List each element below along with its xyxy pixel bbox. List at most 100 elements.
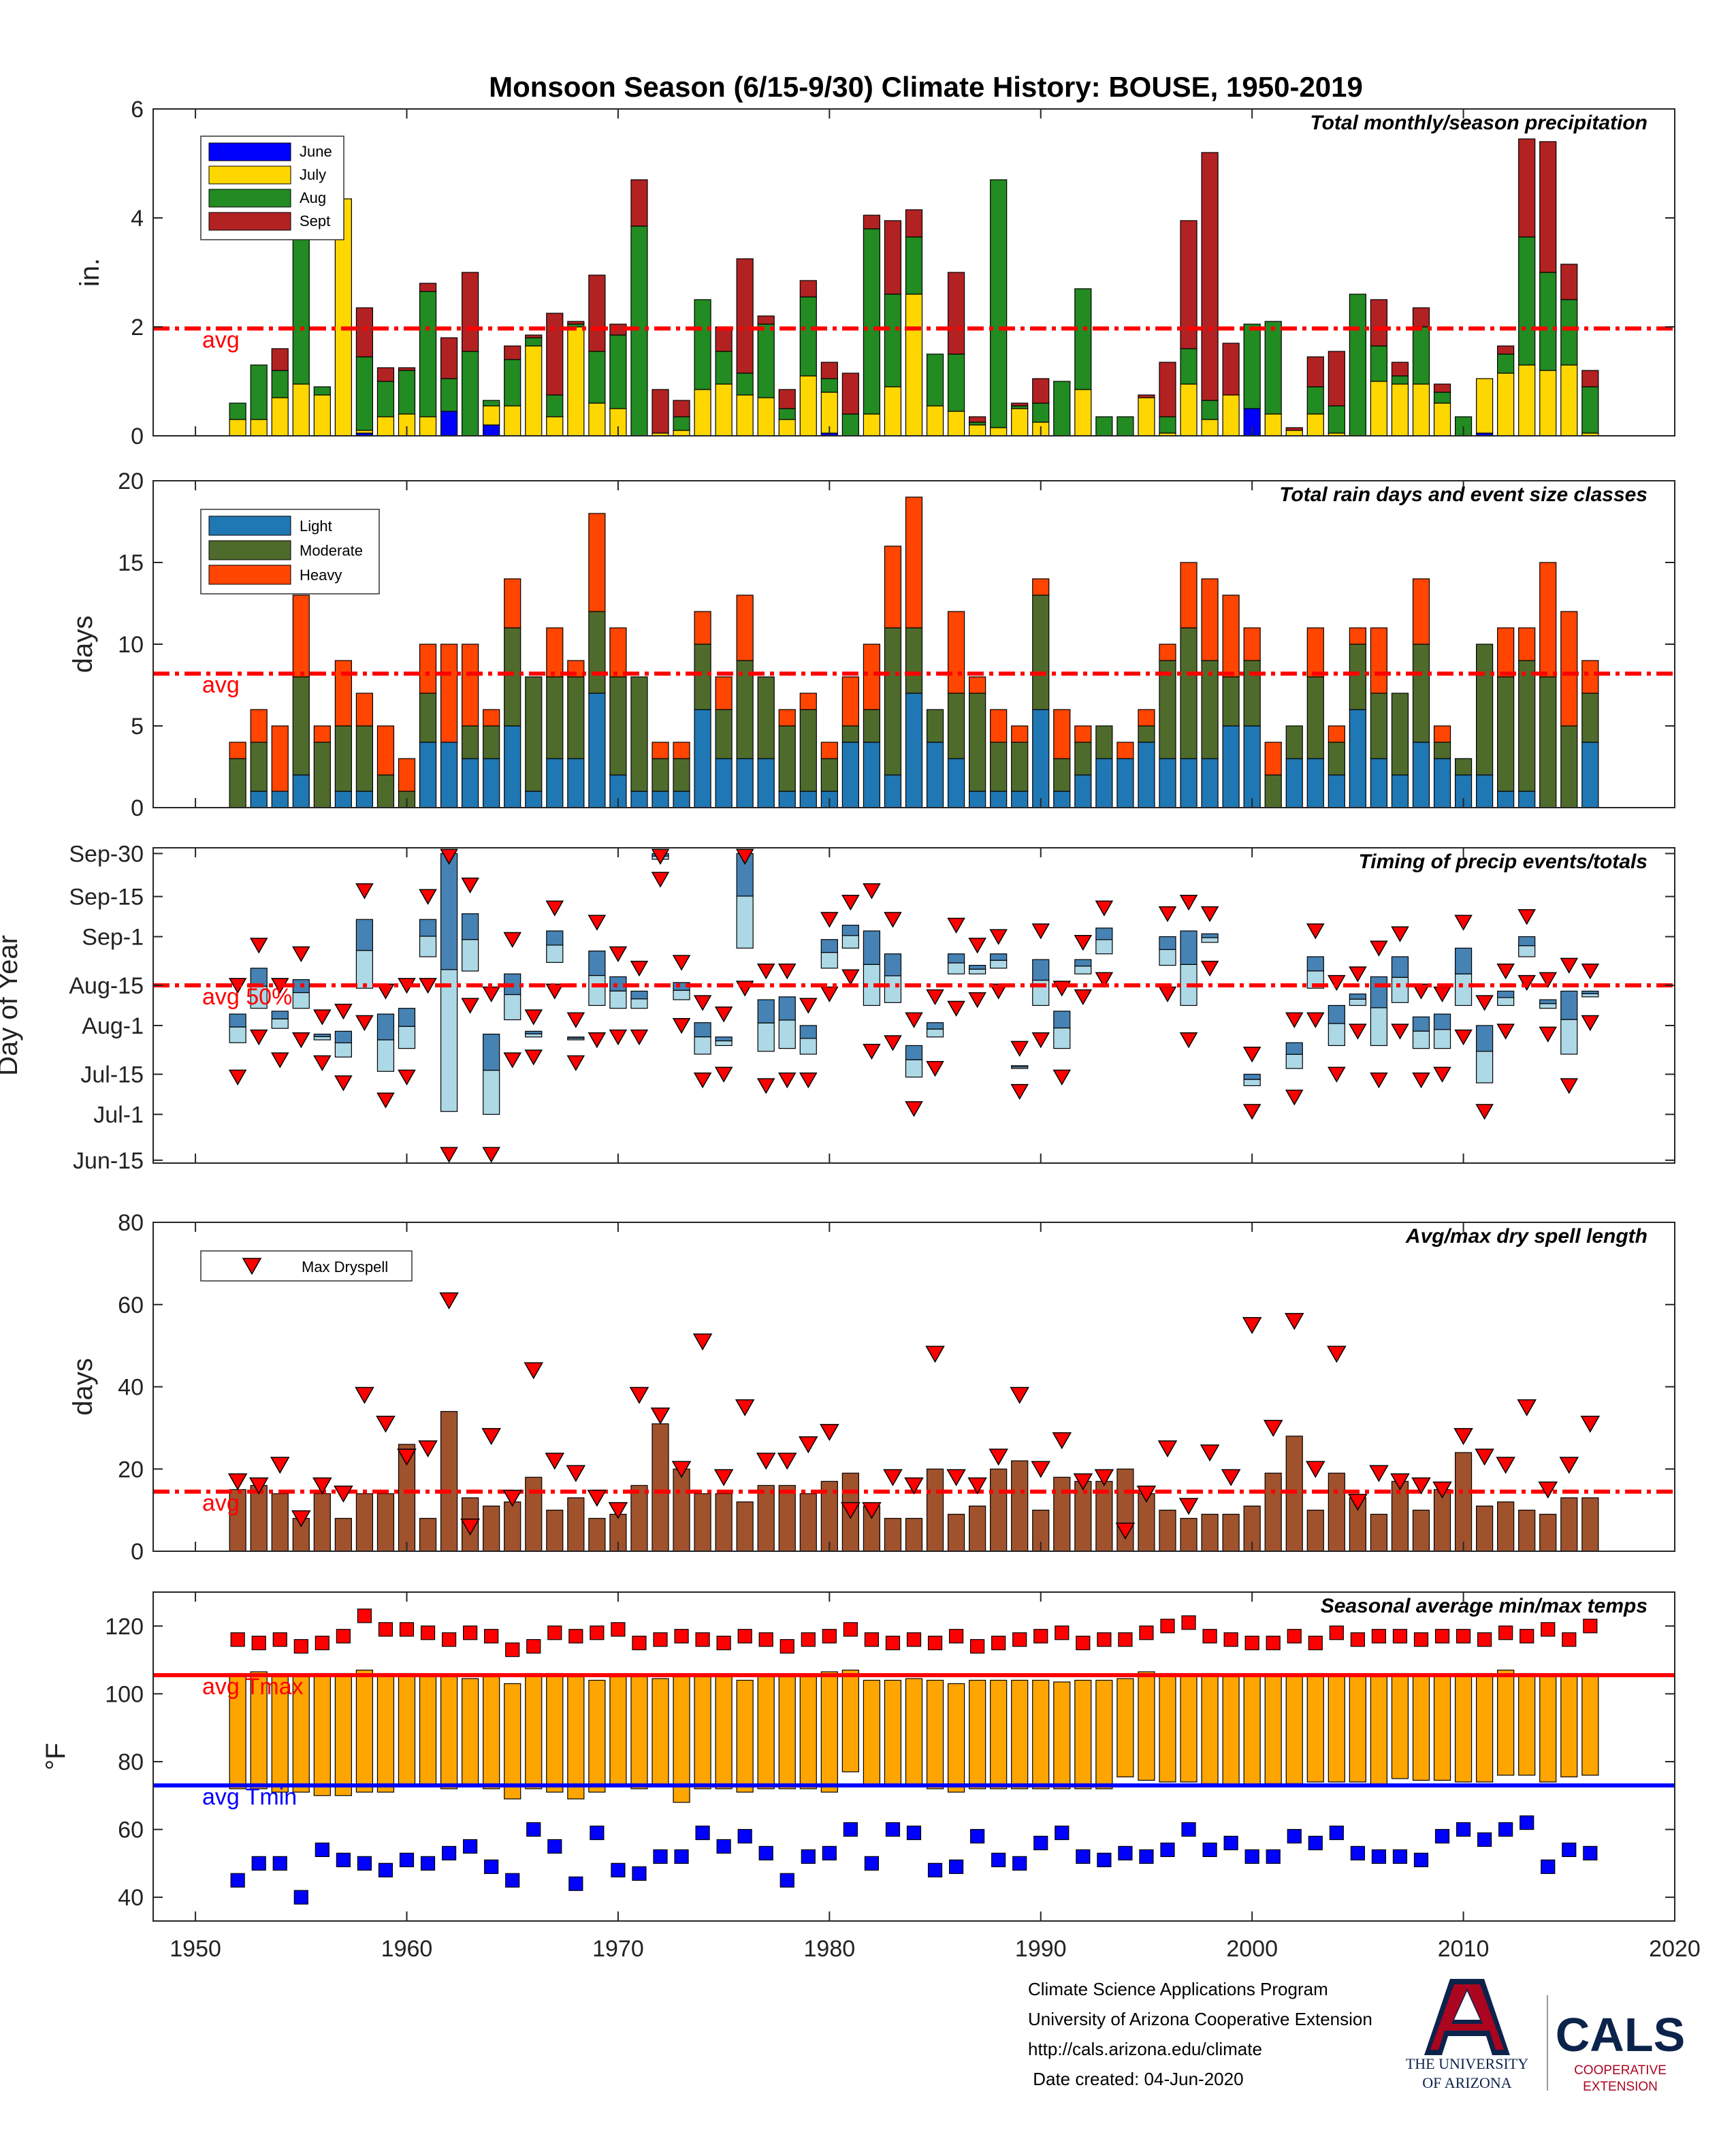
timing-box-upper <box>1433 1013 1451 1030</box>
raindays-bar-heavy <box>715 676 733 710</box>
timing-first-event-marker <box>1581 1015 1600 1032</box>
precip-panel-title: Total monthly/season precipitation <box>1310 112 1647 134</box>
timing-box-upper <box>334 1030 352 1044</box>
precip-bar-aug <box>1433 392 1451 404</box>
raindays-bar-heavy <box>990 709 1008 743</box>
temps-range-bar <box>1433 1674 1451 1781</box>
raindays-bar-light <box>1116 758 1134 808</box>
timing-last-event-marker <box>651 848 670 865</box>
timing-box-lower <box>1243 1079 1261 1086</box>
raindays-bar-moderate <box>1306 676 1324 759</box>
timing-first-event-marker <box>1306 1012 1325 1028</box>
raindays-bar-light <box>355 791 374 808</box>
temps-min-marker <box>526 1822 541 1837</box>
timing-last-event-marker <box>355 883 374 900</box>
timing-ylabel: Day of Year <box>0 935 23 1076</box>
temps-min-marker <box>970 1828 985 1844</box>
raindays-bar-light <box>1391 774 1409 808</box>
temps-range-bar <box>1138 1671 1155 1781</box>
raindays-bar-light <box>440 742 458 808</box>
temps-min-marker <box>758 1845 773 1861</box>
timing-box-upper <box>1518 936 1536 947</box>
raindays-bar-moderate <box>376 774 395 808</box>
temps-max-marker <box>948 1629 964 1644</box>
temps-min-marker <box>1055 1825 1070 1841</box>
raindays-bar-light <box>483 758 500 808</box>
raindays-bar-light <box>694 709 711 808</box>
raindays-bar-moderate <box>1032 594 1050 710</box>
timing-box-upper <box>1412 1016 1430 1032</box>
temps-min-marker <box>653 1849 668 1864</box>
temps-max-marker <box>441 1632 457 1647</box>
temps-min-marker <box>272 1856 287 1871</box>
timing-panel-title: Timing of precip events/totals <box>1358 851 1647 873</box>
precip-bar-sept <box>588 274 606 352</box>
timing-first-event-marker <box>1454 1029 1473 1046</box>
precip-bar-sept <box>1328 351 1345 407</box>
raindays-bar-moderate <box>1433 742 1451 759</box>
precip-bar-sept <box>376 367 395 382</box>
timing-box-lower <box>694 1036 711 1055</box>
timing-first-event-marker <box>799 1072 818 1089</box>
timing-first-event-marker <box>609 1029 628 1046</box>
temps-range-bar <box>1518 1672 1536 1776</box>
precip-bar-aug <box>1391 375 1409 385</box>
precip-bar-july <box>884 386 902 436</box>
precip-bar-july <box>736 394 754 436</box>
temps-min-marker <box>1392 1849 1408 1864</box>
timing-first-event-marker <box>926 1061 944 1077</box>
precip-bar-aug <box>990 179 1008 428</box>
dryspell-max-marker <box>355 1386 374 1404</box>
raindays-bar-moderate <box>1074 742 1092 776</box>
dryspell-max-marker <box>545 1453 565 1470</box>
precip-bar-sept <box>673 400 690 417</box>
temps-max-marker <box>1520 1629 1534 1644</box>
timing-first-event-marker <box>1179 1032 1198 1049</box>
temps-min-marker <box>399 1852 415 1867</box>
temps-max-marker <box>1498 1625 1513 1640</box>
timing-box-lower <box>884 975 902 1003</box>
raindays-bar-heavy <box>334 660 352 727</box>
timing-last-event-marker <box>1475 995 1494 1011</box>
raindays-bar-light <box>546 758 564 808</box>
temps-min-marker <box>611 1862 626 1877</box>
raindays-bar-heavy <box>313 725 331 743</box>
timing-last-event-marker <box>1200 906 1219 923</box>
raindays-bar-heavy <box>1328 725 1345 743</box>
precip-bar-july <box>1560 364 1578 436</box>
temps-min-marker <box>1160 1842 1175 1858</box>
timing-box-upper <box>271 1011 289 1019</box>
dryspell-avg-bar <box>1011 1460 1029 1552</box>
raindays-bar-heavy <box>1243 627 1261 661</box>
x-axis-tick-label: 1990 <box>1015 1936 1067 1962</box>
dryspell-ytick-label: 20 <box>118 1457 144 1482</box>
precip-bar-sept <box>652 389 669 434</box>
raindays-bar-heavy <box>969 676 986 694</box>
timing-last-event-marker <box>672 955 691 971</box>
timing-last-event-marker <box>1074 934 1093 951</box>
x-axis-tick-label: 2010 <box>1438 1936 1490 1962</box>
temps-range-bar <box>1159 1672 1176 1783</box>
precip-bar-aug <box>1370 345 1388 382</box>
precip-bar-aug <box>1328 405 1345 434</box>
timing-box-lower <box>1328 1023 1345 1047</box>
dryspell-max-marker <box>291 1510 311 1527</box>
temps-axes-frame <box>152 1591 1675 1922</box>
dryspell-max-marker <box>1453 1428 1473 1446</box>
dryspell-ytick-label: 0 <box>131 1539 144 1565</box>
precip-bar-sept <box>398 367 416 371</box>
dryspell-avg-bar <box>1497 1501 1515 1552</box>
precip-bar-aug <box>229 402 246 420</box>
dryspell-max-marker <box>334 1485 353 1503</box>
temps-max-marker <box>1160 1619 1175 1634</box>
dryspell-avg-bar <box>1222 1514 1240 1552</box>
dryspell-avg-bar <box>1285 1435 1303 1552</box>
temps-max-marker <box>420 1625 436 1640</box>
precip-bar-july <box>1201 419 1219 436</box>
raindays-bar-heavy <box>419 644 437 694</box>
precip-bar-july <box>1412 383 1430 436</box>
raindays-bar-heavy <box>884 545 902 629</box>
precip-ytick-label: 2 <box>131 315 144 340</box>
temps-range-bar <box>1454 1672 1473 1783</box>
precip-bar-aug <box>1560 299 1578 366</box>
